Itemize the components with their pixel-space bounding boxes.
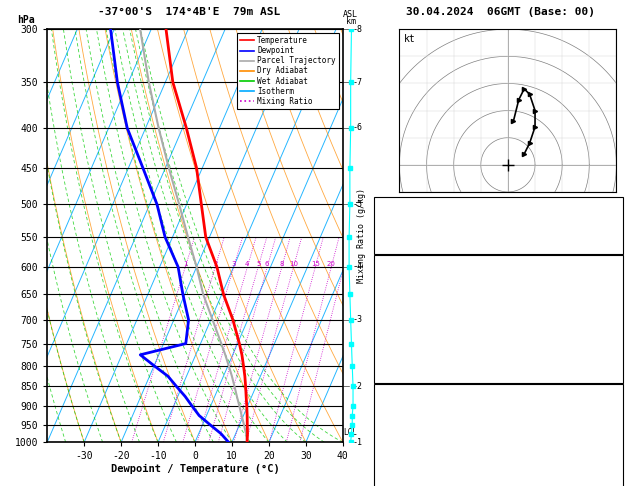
Text: 15: 15 xyxy=(311,261,320,267)
Text: hPa: hPa xyxy=(18,15,35,25)
Text: 8: 8 xyxy=(612,445,618,455)
Text: 1007: 1007 xyxy=(594,409,618,419)
Text: -4: -4 xyxy=(353,262,363,272)
Text: 6: 6 xyxy=(265,261,269,267)
Text: 0: 0 xyxy=(612,351,618,362)
Text: 1: 1 xyxy=(183,261,187,267)
Text: 30.04.2024  06GMT (Base: 00): 30.04.2024 06GMT (Base: 00) xyxy=(406,7,594,17)
Text: -37°00'S  174°4B'E  79m ASL: -37°00'S 174°4B'E 79m ASL xyxy=(97,7,280,17)
Text: 10: 10 xyxy=(289,261,298,267)
Text: -6: -6 xyxy=(353,123,363,132)
Text: Lifted Index: Lifted Index xyxy=(379,445,450,455)
Text: 5: 5 xyxy=(256,261,260,267)
Text: -7: -7 xyxy=(353,78,363,87)
Text: Totals Totals: Totals Totals xyxy=(379,222,455,232)
Text: CIN (J): CIN (J) xyxy=(379,481,420,486)
Text: LCL: LCL xyxy=(343,428,358,437)
Text: Dewp (°C): Dewp (°C) xyxy=(379,297,432,308)
Text: 0: 0 xyxy=(612,481,618,486)
X-axis label: Dewpoint / Temperature (°C): Dewpoint / Temperature (°C) xyxy=(111,464,279,474)
Text: 0: 0 xyxy=(612,369,618,380)
Text: -5: -5 xyxy=(353,200,363,209)
Text: 9.1: 9.1 xyxy=(600,297,618,308)
Text: 8: 8 xyxy=(280,261,284,267)
Text: kt: kt xyxy=(404,34,416,44)
Text: 2: 2 xyxy=(213,261,218,267)
Text: 0: 0 xyxy=(612,463,618,473)
Text: CAPE (J): CAPE (J) xyxy=(379,463,426,473)
Text: ASL: ASL xyxy=(343,10,358,19)
Legend: Temperature, Dewpoint, Parcel Trajectory, Dry Adiabat, Wet Adiabat, Isotherm, Mi: Temperature, Dewpoint, Parcel Trajectory… xyxy=(237,33,339,109)
Text: 307: 307 xyxy=(600,315,618,326)
Text: θₑ(K): θₑ(K) xyxy=(379,315,409,326)
Text: Most Unstable: Most Unstable xyxy=(460,391,537,401)
Text: θₑ (K): θₑ (K) xyxy=(379,427,415,437)
Text: 8: 8 xyxy=(612,333,618,344)
Text: Lifted Index: Lifted Index xyxy=(379,333,450,344)
Text: 38: 38 xyxy=(606,222,618,232)
Text: 4: 4 xyxy=(245,261,250,267)
Text: 14.1: 14.1 xyxy=(594,279,618,290)
Text: -8: -8 xyxy=(353,25,363,34)
Text: -2: -2 xyxy=(353,382,363,391)
Text: 1: 1 xyxy=(612,204,618,214)
Text: Temp (°C): Temp (°C) xyxy=(379,279,432,290)
Text: Mixing Ratio (g/kg): Mixing Ratio (g/kg) xyxy=(357,188,366,283)
Text: Surface: Surface xyxy=(478,261,519,272)
Text: km: km xyxy=(346,17,355,26)
Text: Pressure (mb): Pressure (mb) xyxy=(379,409,455,419)
Text: K: K xyxy=(379,204,385,214)
Text: PW (cm): PW (cm) xyxy=(379,240,420,250)
Text: -3: -3 xyxy=(353,315,363,324)
Text: 20: 20 xyxy=(327,261,336,267)
Text: 307: 307 xyxy=(600,427,618,437)
Text: -1: -1 xyxy=(353,438,363,447)
Text: CIN (J): CIN (J) xyxy=(379,369,420,380)
Text: 1.62: 1.62 xyxy=(594,240,618,250)
Text: 3: 3 xyxy=(231,261,236,267)
Text: CAPE (J): CAPE (J) xyxy=(379,351,426,362)
